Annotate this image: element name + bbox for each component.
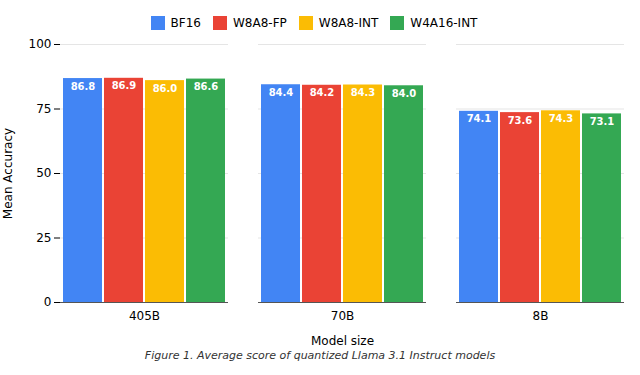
svg-text:50: 50 xyxy=(36,166,51,180)
svg-text:84.0: 84.0 xyxy=(392,88,417,99)
svg-text:75: 75 xyxy=(36,102,51,116)
svg-text:25: 25 xyxy=(36,231,51,245)
svg-text:73.6: 73.6 xyxy=(508,115,533,126)
svg-text:86.9: 86.9 xyxy=(112,80,137,91)
svg-text:100: 100 xyxy=(29,37,52,51)
svg-text:84.3: 84.3 xyxy=(351,87,376,98)
svg-text:86.8: 86.8 xyxy=(71,81,96,92)
svg-text:84.4: 84.4 xyxy=(269,87,294,98)
svg-text:0: 0 xyxy=(44,295,52,309)
svg-text:84.2: 84.2 xyxy=(310,87,335,98)
svg-text:74.1: 74.1 xyxy=(467,113,492,124)
svg-text:Model size: Model size xyxy=(311,334,374,348)
svg-text:8B: 8B xyxy=(533,309,549,323)
html-text:W8A8-INT: W8A8-INT xyxy=(318,15,379,30)
svg-text:Mean Accuracy: Mean Accuracy xyxy=(1,128,15,219)
html-text:Figure 1. Average score of qua: Figure 1. Average score of quantized Lla… xyxy=(144,349,496,362)
svg-text:73.1: 73.1 xyxy=(590,116,615,127)
svg-text:405B: 405B xyxy=(129,309,160,323)
svg-text:70B: 70B xyxy=(331,309,355,323)
html-text:W8A8-FP: W8A8-FP xyxy=(233,15,287,30)
svg-text:86.6: 86.6 xyxy=(194,81,219,92)
svg-text:86.0: 86.0 xyxy=(153,83,178,94)
svg-text:74.3: 74.3 xyxy=(549,113,574,124)
html-text:W4A16-INT: W4A16-INT xyxy=(410,15,478,30)
html-text:BF16: BF16 xyxy=(170,15,201,30)
